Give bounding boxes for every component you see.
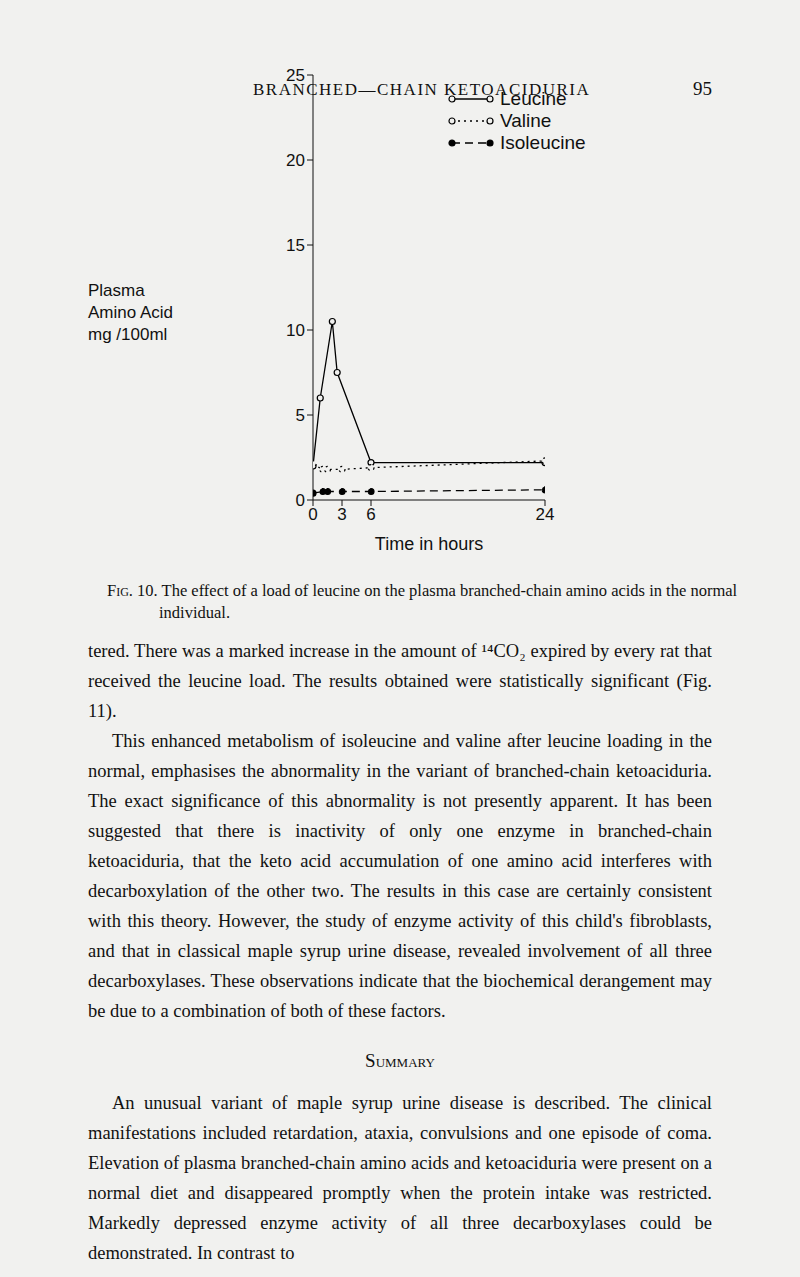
svg-text:25: 25 <box>286 66 305 85</box>
html-text:95: 95 <box>693 78 712 99</box>
svg-text:Time in hours: Time in hours <box>375 534 483 550</box>
html-text:Summary: Summary <box>365 1050 435 1071</box>
svg-text:20: 20 <box>286 151 305 170</box>
svg-text:0: 0 <box>308 505 317 524</box>
html-text:Valine: Valine <box>500 110 552 131</box>
html-text:An unusual variant of maple sy: An unusual variant of maple syrup urine … <box>88 1093 712 1263</box>
svg-text:24: 24 <box>536 505 555 524</box>
svg-text:3: 3 <box>337 505 346 524</box>
html-text:tered. There was a marked incr: tered. There was a marked increase in th… <box>88 641 712 721</box>
svg-text:15: 15 <box>286 236 305 255</box>
html-text:This enhanced metabolism of is: This enhanced metabolism of isoleucine a… <box>88 731 712 1021</box>
html-text:Leucine: Leucine <box>500 88 567 109</box>
svg-text:0: 0 <box>296 491 305 510</box>
html-text:Isoleucine: Isoleucine <box>500 132 586 153</box>
svg-text:6: 6 <box>366 505 375 524</box>
html-text:BRANCHED—CHAIN KETOACIDURIA: BRANCHED—CHAIN KETOACIDURIA <box>253 80 591 99</box>
svg-text:10: 10 <box>286 321 305 340</box>
html-text:Plasma Amino Acid mg /100ml: Plasma Amino Acid mg /100ml <box>88 281 173 344</box>
html-text:Fig. 10. The effect of a load: Fig. 10. The effect of a load of leucine… <box>107 581 738 622</box>
svg-text:5: 5 <box>296 406 305 425</box>
